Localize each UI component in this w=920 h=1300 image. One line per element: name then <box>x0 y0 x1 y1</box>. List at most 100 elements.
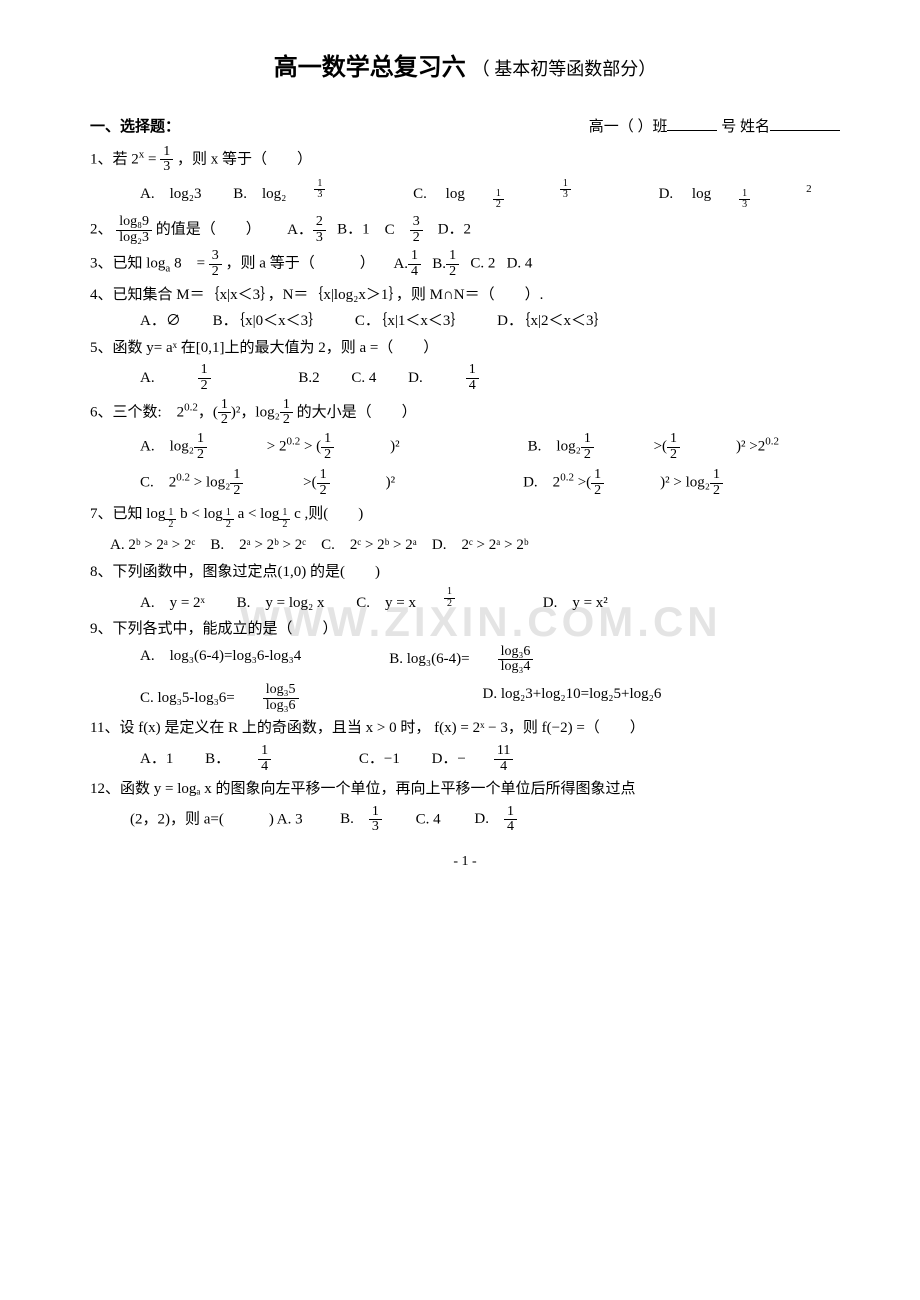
q5a-pre: A. <box>140 370 170 386</box>
q1-b-pre: B. log₂ <box>233 186 286 202</box>
q1c-sd: 2 <box>493 200 504 211</box>
q3b-n: 1 <box>446 249 459 265</box>
q11-opt-c: C．−1 <box>359 751 400 767</box>
q1d-exp: 2 <box>806 183 812 195</box>
q2-n: log₈9 <box>116 215 152 231</box>
q4-opt-b: B．｛x|0＜x＜3｝ <box>213 313 324 329</box>
q12b-d: 3 <box>369 820 382 835</box>
q3-opt-d: D. 4 <box>507 256 533 272</box>
section-label: 一、选择题： <box>90 116 180 139</box>
q7-sa: 7、已知 log <box>90 506 165 522</box>
q6-opt-c: C. 20.2 > log₂12 >(12)² <box>140 468 395 498</box>
q11b-d: 4 <box>258 760 271 775</box>
q12b-n: 1 <box>369 805 382 821</box>
q5-opt-c: C. 4 <box>351 370 376 386</box>
q8-opt-c: C. y = x12 <box>356 595 511 611</box>
q6-sc: )²，log₂ <box>231 404 280 420</box>
q9b-n: log₃6 <box>498 645 534 661</box>
question-1: 1、若 2x = 13 ，则 x 等于（ ） <box>90 145 840 175</box>
question-6: 6、三个数: 20.2，(12)²，log₂12 的大小是（ ） <box>90 398 840 428</box>
q6-opts: A. log₂12 > 20.2 > (12)² B. log₂12 >(12)… <box>140 432 840 499</box>
q12-opt-c: C. 4 <box>416 811 441 827</box>
q4-opt-d: D．｛x|2＜x＜3｝ <box>497 313 608 329</box>
q7-opt-a: A. 2ᵇ > 2ᵃ > 2ᶜ <box>110 537 195 553</box>
q1-frac-d: 3 <box>160 160 173 175</box>
question-4: 4、已知集合 M＝｛x|x＜3｝，N＝｛x|log₂x＞1｝，则 M∩N＝（ ）… <box>90 284 840 307</box>
name-fill[interactable] <box>770 130 840 131</box>
q2c-d: 2 <box>410 231 423 246</box>
q2a-d: 3 <box>313 231 326 246</box>
question-5: 5、函数 y= aˣ 在[0,1]上的最大值为 2，则 a =（ ） <box>90 337 840 360</box>
q9-opts: A. log₃(6-4)=log₃6-log₃4 B. log₃(6-4)=lo… <box>140 645 840 714</box>
title-sub: （ 基本初等函数部分） <box>472 59 657 79</box>
q3-opt-b: B.12 <box>432 256 459 272</box>
q2-opt-b: B．1 <box>337 222 370 238</box>
q7-ac: c ,则( ) <box>290 506 363 522</box>
header-row: 一、选择题： 高一（ ）班 号 姓名 <box>90 116 840 139</box>
q5-opt-a: A. 12 <box>140 370 267 386</box>
q1-stem-a: 1、若 <box>90 151 128 167</box>
q7h2n: 1 <box>223 508 234 520</box>
q9-opt-b: B. log₃(6-4)=log₃6log₃4 <box>389 645 589 675</box>
question-7: 7、已知 log12 b < log12 a < log12 c ,则( ) <box>90 503 840 530</box>
q1-opt-c: C. log1213 <box>413 186 627 202</box>
q8-opt-a: A. y = 2ˣ <box>140 595 205 611</box>
q3-opt-a: A.14 <box>393 256 421 272</box>
q3-opt-c: C. 2 <box>470 256 495 272</box>
page-number: - 1 - <box>90 851 840 872</box>
q1-opts: A. log₂3 B. log₂13 C. log1213 D. log132 <box>140 179 840 211</box>
q1-frac: 13 <box>160 145 173 175</box>
q7h3d: 2 <box>279 520 290 531</box>
q12d-d: 4 <box>504 820 517 835</box>
question-11: 11、设 f(x) 是定义在 R 上的奇函数，且当 x > 0 时， f(x) … <box>90 717 840 740</box>
q2-frac: log₈9log₂3 <box>116 215 152 245</box>
q9-opt-c: C. log₃5-log₃6=log₃5log₃6 <box>140 683 355 713</box>
q5d-n: 1 <box>466 363 479 379</box>
q9c-d: log₃6 <box>263 699 299 714</box>
q12-opt-d: D. 14 <box>474 811 517 827</box>
q2a-n: 2 <box>313 215 326 231</box>
q3-n: 3 <box>209 249 222 265</box>
q1-d-pre: D. log <box>659 186 712 202</box>
q1-opt-a: A. log₂3 <box>140 186 201 202</box>
q2c-pre: C <box>385 222 410 238</box>
q2a-pre: A． <box>287 222 313 238</box>
question-8: 8、下列函数中，图象过定点(1,0) 的是( ) <box>90 561 840 584</box>
q3a-n: 1 <box>408 249 421 265</box>
q1c-d: 3 <box>560 190 571 201</box>
class-fill[interactable] <box>667 130 717 131</box>
q11-opts: A．1 B．14 C．−1 D．−114 <box>140 744 840 774</box>
q6-opt-d: D. 20.2 >(12)² > log₂12 <box>523 468 779 498</box>
q7-opts: A. 2ᵇ > 2ᵃ > 2ᶜ B. 2ᵃ > 2ᵇ > 2ᶜ C. 2ᶜ > … <box>110 534 840 557</box>
student-info: 高一（ ）班 号 姓名 <box>589 116 840 139</box>
q12-l2: (2，2)，则 a=( ) A. 3 <box>130 811 303 827</box>
q1-c-pre: C. log <box>413 186 465 202</box>
q7h1d: 2 <box>165 520 176 531</box>
q12d-n: 1 <box>504 805 517 821</box>
q6-sb: ，( <box>198 404 218 420</box>
q6-hn: 1 <box>218 398 231 414</box>
q7h2d: 2 <box>223 520 234 531</box>
question-9: 9、下列各式中，能成立的是（ ） <box>90 618 840 641</box>
q12d-pre: D. <box>474 811 504 827</box>
q2-opt-a: A．23 <box>287 222 326 238</box>
q9c-n: log₃5 <box>263 683 299 699</box>
q6-ln: 1 <box>280 398 293 414</box>
q3-stem-b: ，则 a 等于（ ） <box>226 256 375 272</box>
q2-stem-a: 2、 <box>90 222 113 238</box>
q1-base: 2 <box>131 151 139 167</box>
q8c-d: 2 <box>444 599 455 610</box>
q6-opt-a: A. log₂12 > 20.2 > (12)² <box>140 432 400 462</box>
q7h3n: 1 <box>279 508 290 520</box>
q7-opt-b: B. 2ᵃ > 2ᵇ > 2ᶜ <box>210 537 306 553</box>
q1-eq: = <box>148 151 156 167</box>
q1d-sd: 3 <box>739 200 750 211</box>
q2c-n: 3 <box>410 215 423 231</box>
q12-line2: (2，2)，则 a=( ) A. 3 B. 13 C. 4 D. 14 <box>130 805 840 835</box>
q5d-pre: D. <box>408 370 438 386</box>
q4-opt-a: A．∅ <box>140 313 181 329</box>
q8c-n: 1 <box>444 587 455 599</box>
q3-sub: a <box>165 263 170 275</box>
q3-arg: 8 = <box>174 256 205 272</box>
q12-opt-b: B. 13 <box>340 811 382 827</box>
